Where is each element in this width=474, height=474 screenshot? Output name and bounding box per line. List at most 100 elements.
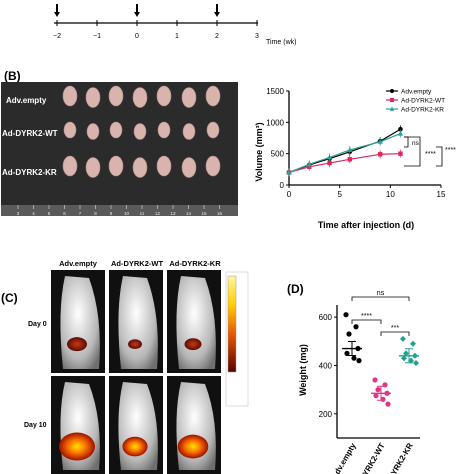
photo-row-label-kr: Ad-DYRK2-KR: [2, 168, 57, 177]
ruler-tick-label: 7: [79, 211, 82, 216]
ruler-tick-label: 9: [110, 211, 113, 216]
bioluminescence-signal: [128, 339, 142, 350]
sig-label: ****: [445, 147, 456, 154]
growth-y-tick-label: 500: [271, 150, 285, 159]
growth-point: [378, 152, 383, 157]
radiance-scale-bar: [227, 275, 237, 373]
weight-point: [410, 340, 416, 347]
weight-point: [413, 360, 419, 367]
bioluminescence-signal: [67, 337, 87, 352]
growth-significance: ns **** ****: [404, 136, 456, 167]
growth-y-tick-label: 0: [280, 181, 285, 190]
tumor-sample: [109, 121, 123, 139]
weight-sig-label: ns: [377, 290, 385, 297]
photo-row-label-empty: Adv.empty: [6, 96, 47, 105]
tumor-sample: [132, 87, 148, 108]
timeline-tick-label: 0: [135, 33, 139, 40]
weight-y-tick-label: 600: [319, 313, 333, 322]
weight-point: [375, 387, 381, 393]
timeline: −2 −1 0 1 2 3 Time (wk): [53, 4, 296, 46]
ivis-column-label-empty: Adv.empty: [59, 259, 98, 268]
injection-arrow-head: [54, 12, 60, 17]
sig-bracket: [436, 146, 443, 167]
growth-y-axis-label: Volume (mm³): [254, 122, 264, 181]
ruler-tick-label: 6: [63, 211, 66, 216]
tumor-sample: [62, 85, 78, 107]
weight-category-label: Adv.empty: [330, 441, 358, 474]
weight-point: [344, 350, 350, 356]
growth-y-tick-label: 1000: [266, 118, 284, 127]
tumor-sample: [108, 155, 124, 177]
tumor-photo-ruler: [1, 205, 238, 216]
ruler-tick-label: 8: [94, 211, 97, 216]
tumor-sample: [206, 121, 220, 139]
weight-point: [400, 335, 406, 342]
injection-arrow-head: [214, 12, 220, 17]
mouse-silhouette: [118, 276, 158, 369]
bioluminescence-signal: [122, 436, 148, 457]
tumor-sample: [181, 157, 197, 178]
growth-x-tick-label: 15: [437, 190, 446, 199]
growth-point: [398, 151, 403, 156]
weight-y-tick-label: 200: [319, 410, 333, 419]
sig-bracket: [404, 136, 421, 167]
weight-point: [353, 324, 359, 330]
tumor-sample: [85, 87, 101, 108]
legend-marker: [390, 89, 394, 93]
timeline-tick-label: −1: [93, 33, 101, 40]
weight-point: [346, 331, 352, 337]
sig-bracket: [404, 136, 409, 148]
timeline-tick-label: 2: [215, 33, 219, 40]
tumor-weight-chart: 200400600Adv.emptyAd-DYRK2-WTAd-DYRK2-KR…: [298, 290, 420, 474]
growth-point: [377, 138, 383, 144]
weight-point: [351, 355, 357, 361]
ivis-column-label-wt: Ad-DYRK2-WT: [111, 259, 163, 268]
growth-series: [286, 125, 404, 177]
legend-entry-label: Ad-DYRK2-WT: [401, 98, 445, 105]
timeline-unit-label: Time (wk): [266, 39, 296, 46]
tumor-sample: [156, 155, 172, 177]
ruler-tick-label: 12: [155, 211, 161, 216]
tumor-samples: [62, 85, 221, 178]
weight-sig-bracket: [351, 319, 382, 324]
ruler-tick-label: 14: [186, 211, 192, 216]
growth-x-tick-label: 0: [287, 190, 292, 199]
ivis-row-label-day0: Day 0: [28, 321, 47, 328]
growth-point: [286, 169, 292, 175]
weight-point: [403, 350, 409, 357]
ruler-tick-label: 5: [48, 211, 51, 216]
tumor-sample: [108, 85, 124, 107]
growth-point: [347, 147, 353, 152]
legend-entry-label: Adv.empty: [401, 89, 432, 96]
tumor-sample: [205, 85, 221, 107]
timeline-tick-label: 1: [175, 33, 179, 40]
weight-y-tick-label: 400: [319, 361, 333, 370]
growth-series-line: [288, 133, 401, 174]
weight-y-axis-label: Weight (mg): [298, 344, 308, 396]
bioluminescence-signal: [184, 338, 202, 351]
weight-point: [372, 377, 378, 383]
growth-series-line: [288, 153, 401, 174]
growth-point: [306, 161, 312, 167]
ruler-tick-label: 11: [140, 211, 145, 216]
legend-marker: [389, 106, 395, 111]
ivis-column-label-kr: Ad-DYRK2-KR: [169, 259, 221, 268]
tumor-photo: 3 4 5 6 7 8 9 10 11 12 13 14 15 16 Adv.empty Ad-DYRK2…: [1, 82, 238, 216]
ivis-row-label-day10: Day 10: [24, 422, 47, 429]
bioluminescence-signal: [177, 434, 209, 459]
growth-axes: 0 5 10 15 0 500 1000 1500: [266, 87, 446, 199]
tumor-sample: [63, 121, 77, 139]
panel-b-label: (B): [4, 69, 21, 83]
weight-points: [342, 312, 419, 407]
weight-sig-label: ****: [361, 313, 372, 320]
timeline-ticks: −2 −1 0 1 2 3: [53, 4, 259, 40]
tumor-sample: [86, 123, 100, 140]
tumor-sample: [85, 157, 101, 178]
growth-point: [326, 154, 333, 160]
timeline-tick-label: 3: [255, 33, 259, 40]
growth-point: [347, 157, 352, 162]
growth-y-tick-label: 1500: [266, 87, 284, 96]
